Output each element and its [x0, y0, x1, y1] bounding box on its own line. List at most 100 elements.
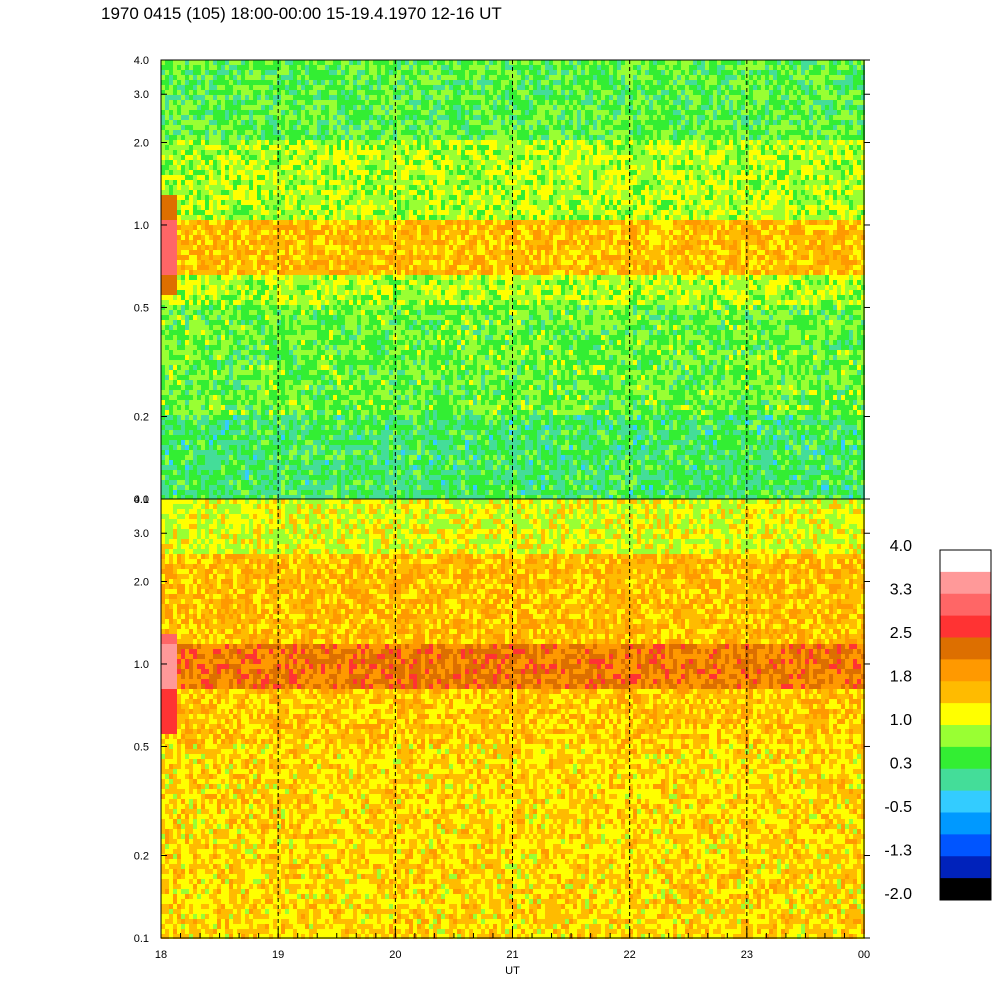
- heatmap-cell: [689, 190, 693, 195]
- heatmap-cell: [493, 80, 497, 85]
- heatmap-cell: [445, 110, 449, 115]
- heatmap-cell: [721, 70, 725, 75]
- heatmap-cell: [793, 135, 797, 140]
- heatmap-cell: [197, 180, 201, 185]
- heatmap-cell: [725, 160, 729, 165]
- heatmap-cell: [789, 190, 793, 195]
- heatmap-cell: [405, 75, 409, 80]
- heatmap-cell: [789, 150, 793, 155]
- heatmap-cell: [185, 110, 189, 115]
- heatmap-cell: [325, 120, 329, 125]
- heatmap-cell: [205, 90, 209, 95]
- heatmap-cell: [221, 140, 225, 145]
- heatmap-cell: [649, 160, 653, 165]
- heatmap-cell: [293, 85, 297, 90]
- heatmap-cell: [661, 125, 665, 130]
- heatmap-cell: [681, 125, 685, 130]
- heatmap-cell: [265, 195, 269, 200]
- heatmap-cell: [785, 195, 789, 200]
- heatmap-cell: [669, 130, 673, 135]
- heatmap-cell: [349, 130, 353, 135]
- heatmap-cell: [633, 180, 637, 185]
- heatmap-cell: [169, 85, 173, 90]
- heatmap-cell: [589, 80, 593, 85]
- heatmap-cell: [581, 95, 585, 100]
- heatmap-cell: [825, 150, 829, 155]
- heatmap-cell: [677, 85, 681, 90]
- heatmap-cell: [549, 105, 553, 110]
- heatmap-cell: [797, 145, 801, 150]
- heatmap-cell: [257, 110, 261, 115]
- heatmap-cell: [329, 110, 333, 115]
- heatmap-cell: [549, 145, 553, 150]
- heatmap-cell: [425, 60, 429, 65]
- heatmap-cell: [785, 90, 789, 95]
- heatmap-cell: [269, 100, 273, 105]
- heatmap-cell: [489, 60, 493, 65]
- heatmap-cell: [697, 160, 701, 165]
- heatmap-cell: [857, 65, 861, 70]
- heatmap-cell: [845, 160, 849, 165]
- heatmap-cell: [749, 135, 753, 140]
- heatmap-cell: [257, 100, 261, 105]
- heatmap-cell: [485, 70, 489, 75]
- heatmap-cell: [693, 185, 697, 190]
- heatmap-cell: [341, 120, 345, 125]
- heatmap-cell: [249, 105, 253, 110]
- heatmap-cell: [357, 65, 361, 70]
- heatmap-cell: [665, 95, 669, 100]
- heatmap-cell: [733, 90, 737, 95]
- heatmap-cell: [813, 70, 817, 75]
- heatmap-cell: [717, 185, 721, 190]
- heatmap-cell: [453, 100, 457, 105]
- heatmap-cell: [717, 90, 721, 95]
- heatmap-cell: [469, 140, 473, 145]
- heatmap-cell: [437, 180, 441, 185]
- heatmap-cell: [701, 175, 705, 180]
- heatmap-cell: [197, 135, 201, 140]
- heatmap-cell: [681, 70, 685, 75]
- heatmap-cell: [293, 100, 297, 105]
- heatmap-cell: [285, 115, 289, 120]
- heatmap-cell: [341, 190, 345, 195]
- heatmap-cell: [349, 165, 353, 170]
- heatmap-cell: [777, 90, 781, 95]
- heatmap-cell: [453, 190, 457, 195]
- heatmap-cell: [585, 165, 589, 170]
- heatmap-cell: [257, 90, 261, 95]
- heatmap-cell: [677, 65, 681, 70]
- heatmap-cell: [665, 175, 669, 180]
- heatmap-cell: [189, 110, 193, 115]
- heatmap-cell: [785, 135, 789, 140]
- heatmap-cell: [537, 65, 541, 70]
- heatmap-cell: [553, 120, 557, 125]
- heatmap-cell: [633, 115, 637, 120]
- heatmap-cell: [673, 75, 677, 80]
- heatmap-cell: [561, 85, 565, 90]
- heatmap-cell: [261, 200, 265, 205]
- heatmap-cell: [253, 100, 257, 105]
- heatmap-cell: [285, 95, 289, 100]
- heatmap-cell: [297, 195, 301, 200]
- heatmap-cell: [753, 80, 757, 85]
- heatmap-cell: [401, 190, 405, 195]
- heatmap-cell: [465, 150, 469, 155]
- heatmap-cell: [769, 190, 773, 195]
- heatmap-cell: [205, 95, 209, 100]
- heatmap-cell: [541, 180, 545, 185]
- heatmap-cell: [693, 190, 697, 195]
- heatmap-cell: [693, 140, 697, 145]
- heatmap-cell: [741, 175, 745, 180]
- heatmap-cell: [701, 85, 705, 90]
- heatmap-cell: [757, 175, 761, 180]
- heatmap-cell: [541, 135, 545, 140]
- heatmap-cell: [501, 130, 505, 135]
- heatmap-cell: [645, 165, 649, 170]
- heatmap-cell: [753, 175, 757, 180]
- heatmap-cell: [693, 135, 697, 140]
- heatmap-cell: [165, 155, 169, 160]
- heatmap-cell: [441, 100, 445, 105]
- heatmap-cell: [353, 130, 357, 135]
- heatmap-cell: [225, 115, 229, 120]
- heatmap-cell: [721, 110, 725, 115]
